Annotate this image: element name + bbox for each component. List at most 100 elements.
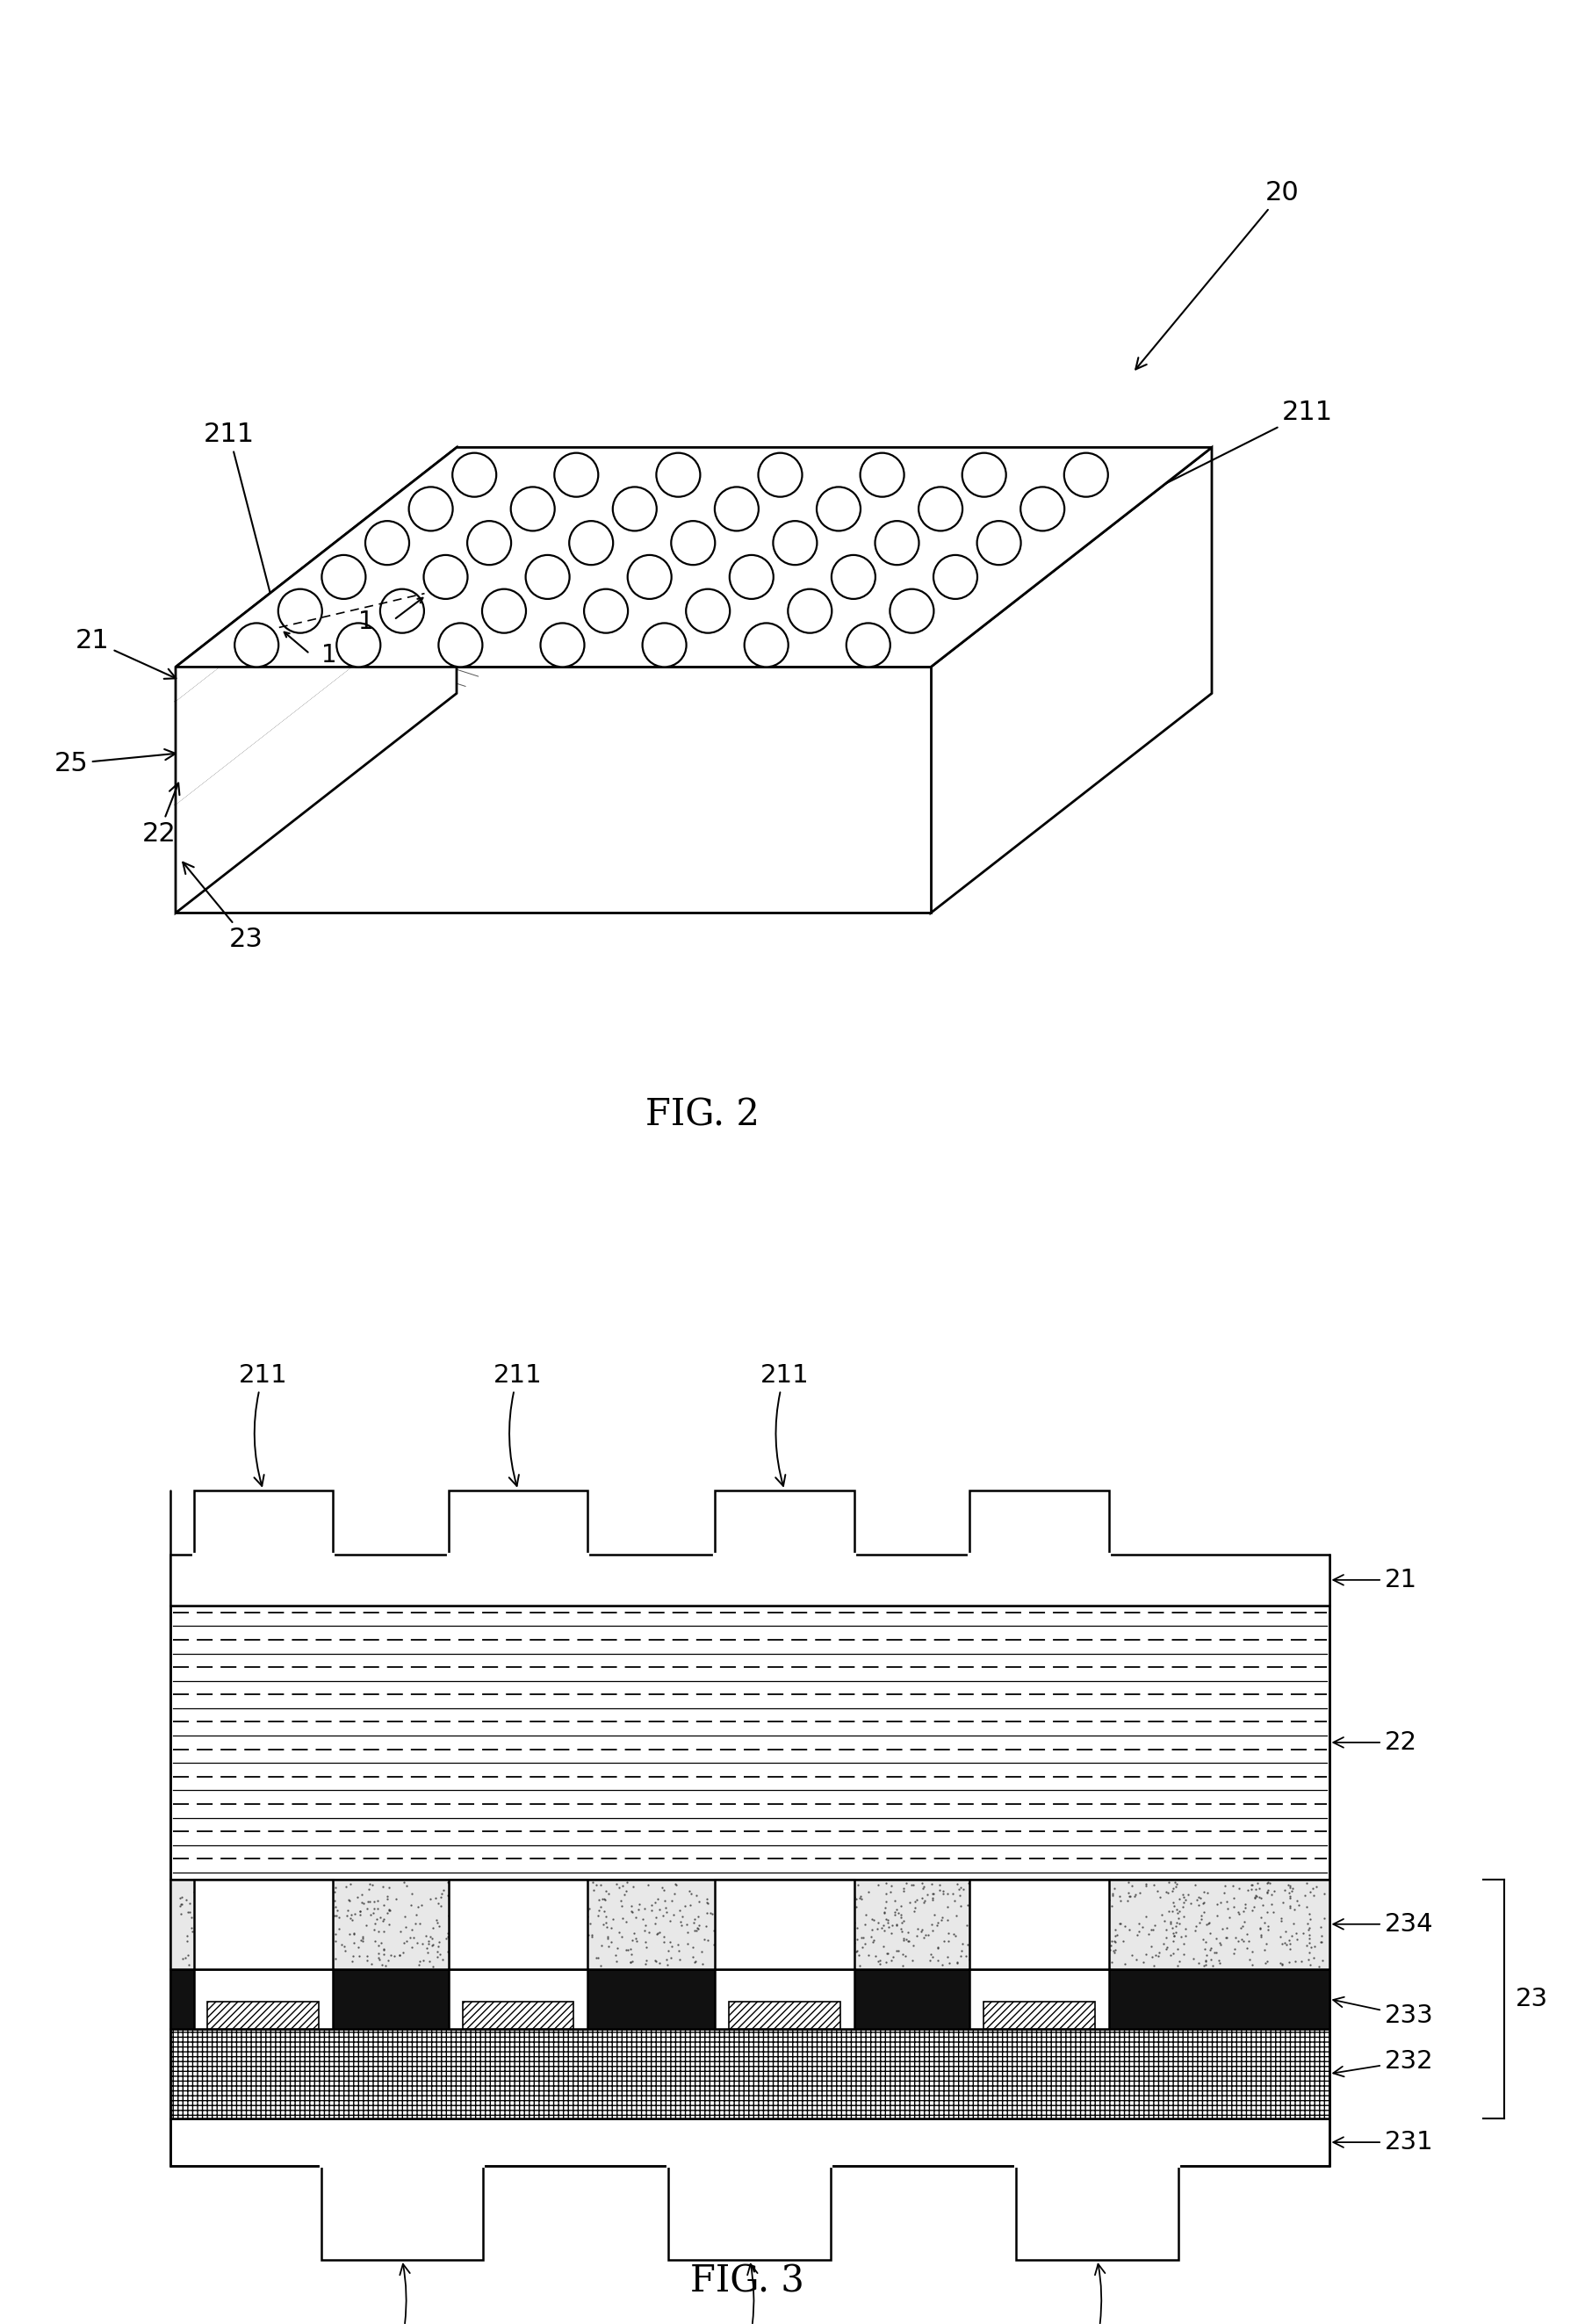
Point — [764, 1875, 789, 1913]
Point — [323, 1896, 349, 1934]
Point — [338, 1866, 363, 1903]
Point — [403, 1906, 428, 1943]
Point — [651, 1924, 677, 1961]
Text: 231: 231 — [1333, 2131, 1433, 2154]
Point — [954, 1927, 980, 1964]
Point — [701, 1913, 726, 1950]
Polygon shape — [669, 2166, 831, 2259]
Point — [1160, 1917, 1186, 1954]
Point — [179, 1899, 204, 1936]
Text: 21: 21 — [76, 627, 176, 679]
Point — [1051, 1899, 1076, 1936]
Point — [170, 1885, 195, 1922]
Point — [1228, 1910, 1254, 1948]
Point — [1033, 1896, 1059, 1934]
Point — [1309, 1943, 1335, 1980]
Point — [1049, 1887, 1075, 1924]
Point — [1068, 1910, 1094, 1948]
Point — [826, 1903, 851, 1941]
Point — [344, 1878, 369, 1915]
Point — [954, 1908, 980, 1945]
Point — [1078, 1878, 1103, 1915]
Point — [355, 1882, 380, 1920]
Point — [697, 1894, 723, 1931]
Point — [620, 1943, 645, 1980]
Point — [1100, 1878, 1125, 1915]
Point — [1192, 1948, 1217, 1985]
Point — [683, 1913, 708, 1950]
Point — [766, 1871, 791, 1908]
Point — [526, 1927, 552, 1964]
Point — [548, 1913, 574, 1950]
Point — [1133, 1866, 1159, 1903]
Point — [1268, 1917, 1293, 1954]
Point — [398, 1887, 423, 1924]
Point — [1284, 1915, 1309, 1952]
Point — [759, 1910, 785, 1948]
Polygon shape — [715, 1490, 854, 1555]
Point — [997, 1945, 1022, 1982]
Point — [1140, 1938, 1165, 1975]
Point — [1033, 1924, 1059, 1961]
Point — [263, 1866, 288, 1903]
Point — [243, 1871, 268, 1908]
Point — [976, 1931, 1002, 1968]
Point — [298, 1938, 323, 1975]
Circle shape — [758, 453, 802, 497]
Point — [1133, 1866, 1159, 1903]
Point — [1056, 1931, 1081, 1968]
Point — [361, 1906, 387, 1943]
Point — [265, 1873, 290, 1910]
Point — [623, 1899, 648, 1936]
Point — [262, 1941, 287, 1978]
Text: 24: 24 — [734, 2264, 766, 2324]
Point — [686, 1906, 712, 1943]
Point — [770, 1938, 796, 1975]
Point — [1173, 1910, 1198, 1948]
Point — [832, 1943, 857, 1980]
Point — [333, 1868, 358, 1906]
Point — [208, 1936, 233, 1973]
Point — [713, 1941, 739, 1978]
Point — [1230, 1908, 1255, 1945]
Point — [555, 1901, 580, 1938]
Point — [842, 1889, 867, 1927]
Point — [880, 1938, 905, 1975]
Point — [327, 1910, 352, 1948]
Point — [973, 1894, 999, 1931]
Polygon shape — [322, 2166, 483, 2259]
Point — [653, 1889, 678, 1927]
Point — [1255, 1908, 1281, 1945]
Point — [317, 1945, 342, 1982]
Point — [1258, 1875, 1284, 1913]
Point — [783, 1887, 808, 1924]
Point — [187, 1943, 212, 1980]
Point — [995, 1936, 1021, 1973]
Point — [414, 1917, 439, 1954]
Point — [773, 1929, 799, 1966]
Point — [894, 1864, 919, 1901]
Point — [994, 1894, 1019, 1931]
Point — [930, 1873, 956, 1910]
Point — [246, 1915, 271, 1952]
Point — [437, 1922, 463, 1959]
Point — [168, 1885, 193, 1922]
Point — [593, 1899, 618, 1936]
Point — [644, 1899, 669, 1936]
Point — [430, 1875, 455, 1913]
Point — [214, 1931, 239, 1968]
Circle shape — [468, 521, 510, 565]
Point — [682, 1901, 707, 1938]
Point — [602, 1936, 628, 1973]
Point — [976, 1913, 1002, 1950]
Circle shape — [569, 521, 613, 565]
Point — [309, 1906, 334, 1943]
Point — [797, 1934, 823, 1971]
Point — [420, 1927, 445, 1964]
Point — [800, 1908, 826, 1945]
Point — [534, 1927, 560, 1964]
Point — [293, 1866, 319, 1903]
Point — [274, 1889, 300, 1927]
Point — [520, 1864, 545, 1901]
Point — [984, 1938, 1010, 1975]
